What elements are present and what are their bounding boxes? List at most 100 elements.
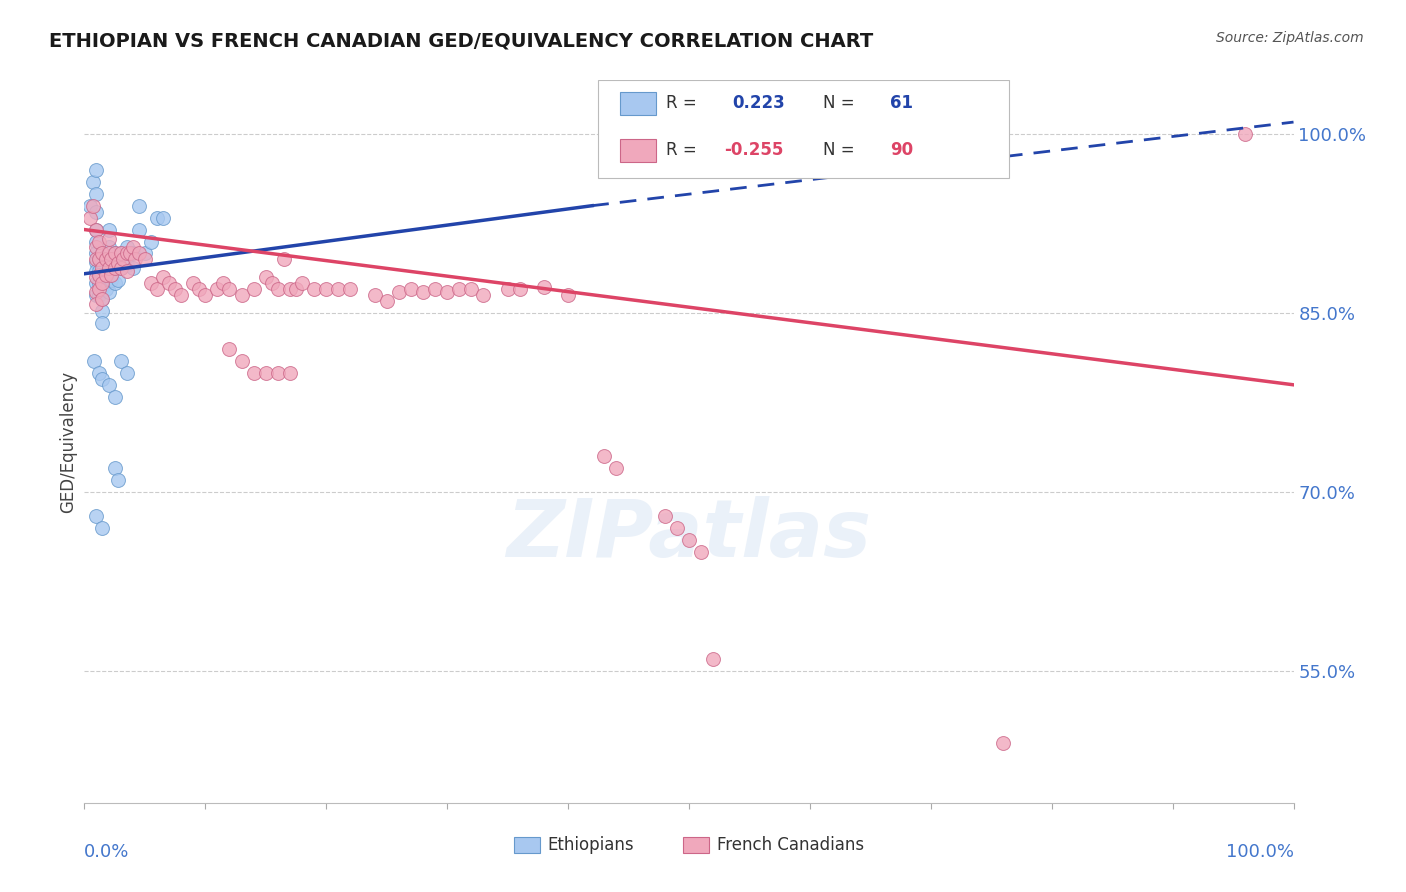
Point xyxy=(94,268,117,282)
Text: ZIPatlas: ZIPatlas xyxy=(506,497,872,574)
Point xyxy=(260,277,283,291)
Point xyxy=(121,240,143,254)
Point xyxy=(207,282,229,296)
Point xyxy=(91,521,114,535)
Point xyxy=(86,240,108,254)
Point xyxy=(100,259,122,273)
Point xyxy=(128,246,150,260)
Point xyxy=(146,282,169,296)
Point xyxy=(449,282,471,296)
Point xyxy=(115,264,138,278)
Point xyxy=(97,240,120,254)
Point xyxy=(267,282,290,296)
Point xyxy=(87,264,110,278)
Point xyxy=(94,252,117,267)
Point xyxy=(231,288,253,302)
Point xyxy=(104,260,127,275)
Point xyxy=(91,280,114,294)
Point xyxy=(91,316,114,330)
Point xyxy=(496,282,519,296)
Y-axis label: GED/Equivalency: GED/Equivalency xyxy=(59,370,77,513)
Point xyxy=(91,372,114,386)
Point xyxy=(104,246,127,260)
Point xyxy=(231,354,253,368)
Point xyxy=(315,282,337,296)
Point xyxy=(86,235,108,249)
Point xyxy=(107,273,129,287)
Point xyxy=(678,533,700,547)
Text: 100.0%: 100.0% xyxy=(1226,843,1294,861)
Text: 90: 90 xyxy=(890,141,912,160)
Point xyxy=(87,366,110,380)
Point xyxy=(218,342,240,356)
Point xyxy=(82,199,104,213)
Text: Source: ZipAtlas.com: Source: ZipAtlas.com xyxy=(1216,31,1364,45)
Point xyxy=(110,260,132,275)
Point xyxy=(291,277,314,291)
Point xyxy=(86,285,108,299)
Point xyxy=(104,390,127,404)
Point xyxy=(104,260,127,275)
Text: ETHIOPIAN VS FRENCH CANADIAN GED/EQUIVALENCY CORRELATION CHART: ETHIOPIAN VS FRENCH CANADIAN GED/EQUIVAL… xyxy=(49,31,873,50)
Point xyxy=(115,259,138,273)
Point xyxy=(120,246,142,260)
Point xyxy=(86,186,108,201)
Point xyxy=(94,252,117,267)
Point xyxy=(278,366,301,380)
Point xyxy=(124,252,146,267)
Point xyxy=(91,246,114,260)
Point xyxy=(87,282,110,296)
Point xyxy=(86,222,108,236)
Point xyxy=(86,222,108,236)
Point xyxy=(86,296,108,310)
Point xyxy=(97,260,120,275)
Point xyxy=(97,285,120,299)
Point xyxy=(254,366,277,380)
Point xyxy=(181,277,204,291)
Point xyxy=(91,246,114,260)
Text: N =: N = xyxy=(823,95,860,112)
Point xyxy=(134,252,156,267)
Point xyxy=(254,270,277,285)
Point xyxy=(212,277,235,291)
Point xyxy=(91,292,114,306)
Point xyxy=(79,211,101,225)
Point xyxy=(87,277,110,291)
Text: 0.223: 0.223 xyxy=(733,95,785,112)
Point xyxy=(86,246,108,260)
Point xyxy=(593,450,616,464)
Point xyxy=(110,354,132,368)
Point xyxy=(472,288,495,302)
Point xyxy=(110,260,132,275)
Point xyxy=(375,294,398,309)
Text: N =: N = xyxy=(823,141,860,160)
Point xyxy=(399,282,422,296)
Point xyxy=(91,277,114,291)
Point xyxy=(690,545,713,559)
Point xyxy=(152,211,174,225)
Text: French Canadians: French Canadians xyxy=(717,837,863,855)
Point xyxy=(86,277,108,291)
Point xyxy=(86,255,108,269)
Point xyxy=(87,288,110,302)
Point xyxy=(97,377,120,392)
Point xyxy=(100,252,122,267)
Point xyxy=(165,282,187,296)
Point xyxy=(436,285,458,299)
Bar xyxy=(513,838,540,854)
Point xyxy=(115,366,138,380)
Point xyxy=(82,175,104,189)
Point xyxy=(97,246,120,260)
Point xyxy=(107,474,129,488)
Point xyxy=(509,282,531,296)
Point xyxy=(665,521,688,535)
Point xyxy=(139,235,162,249)
Point xyxy=(115,246,138,260)
Point xyxy=(94,268,117,282)
Point xyxy=(112,252,135,267)
Point xyxy=(242,366,264,380)
Point xyxy=(87,252,110,267)
Point xyxy=(188,282,211,296)
Point xyxy=(86,270,108,285)
Point xyxy=(139,277,162,291)
